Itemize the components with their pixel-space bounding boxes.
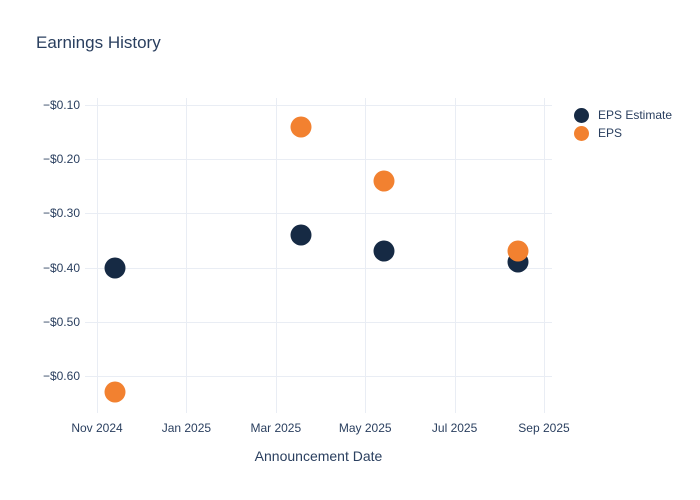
x-tick-label: Jan 2025 (161, 421, 212, 435)
horizontal-gridline (85, 159, 552, 161)
x-axis-title: Announcement Date (254, 448, 383, 464)
x-tick-label: Jul 2025 (431, 421, 478, 435)
y-tick-label: −$0.40 (42, 260, 80, 275)
data-point-marker[interactable] (290, 116, 312, 138)
eps-estimate-swatch-icon (574, 107, 589, 123)
data-point-marker[interactable] (507, 240, 529, 262)
y-tick-label: −$0.30 (42, 206, 80, 221)
y-tick-label: −$0.60 (42, 369, 80, 383)
vertical-gridline (454, 98, 456, 413)
legend-item-eps[interactable]: EPS (574, 124, 672, 142)
data-point-marker[interactable] (373, 170, 395, 192)
horizontal-gridline (85, 321, 552, 323)
y-tick-label: −$0.10 (42, 98, 80, 112)
vertical-gridline (275, 98, 277, 413)
y-tick-label: −$0.50 (42, 314, 80, 329)
vertical-gridline (544, 98, 545, 413)
data-point-marker[interactable] (104, 381, 126, 403)
x-tick-label: Sep 2025 (518, 421, 570, 435)
horizontal-gridline (85, 105, 552, 106)
data-point-marker[interactable] (290, 224, 312, 246)
vertical-gridline (365, 98, 367, 413)
data-point-marker[interactable] (373, 240, 395, 262)
data-point-marker[interactable] (104, 257, 126, 279)
x-tick-label: May 2025 (338, 421, 392, 435)
vertical-gridline (186, 98, 188, 413)
horizontal-gridline (85, 376, 552, 377)
horizontal-gridline (85, 267, 552, 269)
x-tick-label: Nov 2024 (71, 421, 123, 435)
eps-swatch-icon (574, 125, 589, 141)
legend-item-eps-estimate[interactable]: EPS Estimate (574, 106, 672, 124)
chart-title: Earnings History (36, 33, 161, 52)
horizontal-gridline (85, 213, 552, 215)
x-tick-label: Mar 2025 (250, 421, 302, 435)
legend-label: EPS Estimate (598, 108, 673, 122)
vertical-gridline (97, 98, 98, 413)
legend-label: EPS (598, 126, 623, 140)
y-tick-label: −$0.20 (42, 152, 80, 167)
legend: EPS Estimate EPS (574, 106, 672, 142)
